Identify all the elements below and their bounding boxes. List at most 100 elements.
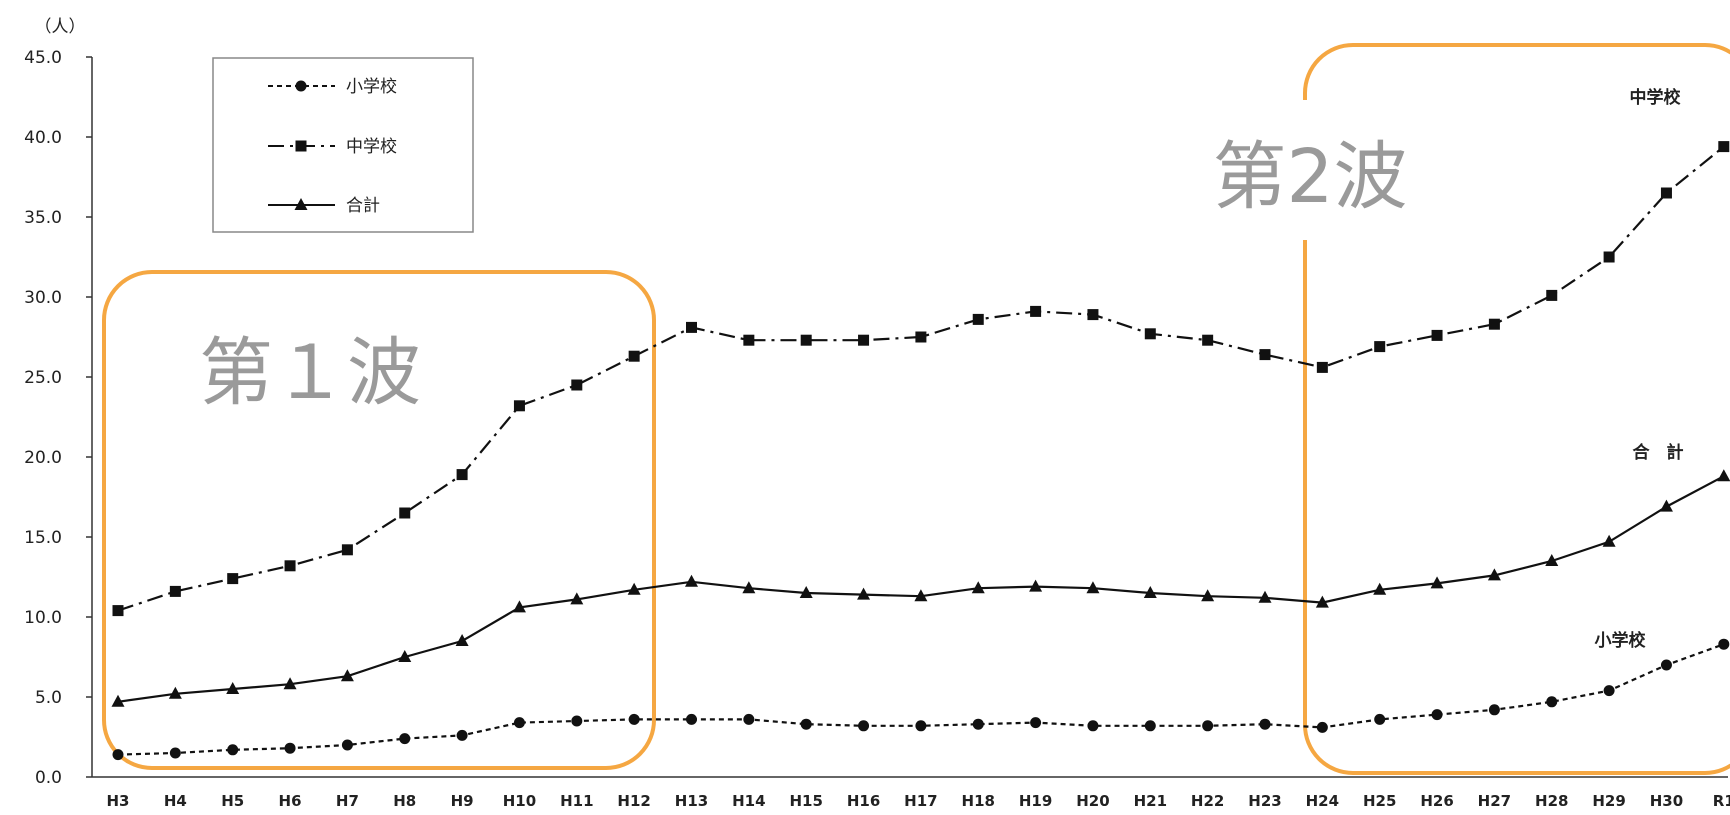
legend-box [212, 57, 474, 233]
point-junior_high [341, 544, 353, 556]
point-total [455, 634, 469, 646]
point-elementary [628, 713, 640, 725]
series-end-label: 合 計 [1633, 442, 1684, 463]
point-junior_high [284, 560, 296, 572]
x-tick-label: H19 [1019, 792, 1052, 810]
y-tick-label: 30.0 [24, 288, 62, 308]
point-junior_high [1144, 328, 1156, 340]
point-junior_high [1431, 329, 1443, 341]
legend-marker [294, 198, 308, 210]
y-tick-label: 20.0 [24, 448, 62, 468]
x-tick-label: H23 [1248, 792, 1281, 810]
point-total [226, 682, 240, 694]
point-junior_high [399, 507, 411, 519]
x-tick-label: H4 [164, 792, 187, 810]
point-elementary [1144, 720, 1156, 732]
x-tick-label: H11 [560, 792, 593, 810]
point-total [1602, 534, 1616, 547]
point-elementary [284, 742, 296, 754]
y-tick-label: 5.0 [35, 688, 62, 708]
y-tick-label: 45.0 [24, 48, 62, 68]
x-tick-label: H3 [107, 792, 130, 810]
point-elementary [1718, 638, 1730, 650]
series-line-junior_high [117, 145, 1725, 612]
x-tick-label: H14 [732, 792, 765, 810]
x-tick-label: H5 [221, 792, 244, 810]
point-total [1315, 595, 1329, 608]
point-junior_high [1660, 187, 1672, 199]
y-tick-label: 35.0 [24, 208, 62, 228]
point-junior_high [743, 334, 755, 346]
x-tick-label: H12 [617, 792, 650, 810]
point-total [857, 587, 871, 600]
x-tick-label: H17 [904, 792, 937, 810]
x-tick-label: H16 [847, 792, 880, 810]
point-elementary [1431, 709, 1443, 721]
series-end-label: 小学校 [1595, 630, 1647, 651]
point-junior_high [571, 379, 583, 391]
point-total [1143, 586, 1157, 598]
point-total [1717, 469, 1730, 482]
wave-highlights: 第１波 第2波 [102, 43, 1730, 775]
legend-marker [295, 140, 307, 152]
point-elementary [1374, 713, 1386, 725]
series-line-elementary [117, 643, 1725, 756]
point-junior_high [972, 313, 984, 325]
x-tick-label: H25 [1363, 792, 1396, 810]
point-total [168, 686, 182, 699]
x-tick-label: H18 [962, 792, 995, 810]
x-tick-label: H6 [279, 792, 302, 810]
point-elementary [341, 739, 353, 751]
point-total [1086, 581, 1100, 594]
point-total [570, 592, 584, 605]
point-elementary [915, 720, 927, 732]
point-junior_high [628, 350, 640, 362]
legend-marker [295, 80, 307, 92]
y-tick-label: 40.0 [24, 128, 62, 148]
point-total [1373, 582, 1387, 595]
point-elementary [1488, 704, 1500, 716]
point-junior_high [858, 334, 870, 346]
y-tick-label: 10.0 [24, 608, 62, 628]
x-tick-label: H28 [1535, 792, 1568, 810]
wave-box-gap [1299, 100, 1311, 240]
point-elementary [1603, 685, 1615, 697]
x-tick-label: H7 [336, 792, 359, 810]
point-total [283, 677, 297, 690]
point-total [1258, 590, 1272, 603]
point-total [111, 694, 125, 707]
point-junior_high [1488, 318, 1500, 330]
point-junior_high [1374, 341, 1386, 353]
point-total [971, 581, 985, 594]
point-junior_high [800, 334, 812, 346]
axes: 0.0 5.0 10.0 15.0 20.0 25.0 30.0 35.0 40.0 45.0 （人… [24, 17, 1730, 810]
point-elementary [858, 720, 870, 732]
series-end-label: 中学校 [1630, 87, 1682, 108]
point-junior_high [915, 331, 927, 343]
point-elementary [227, 744, 239, 756]
legend-entry: 小学校 [346, 77, 397, 97]
point-total [742, 581, 756, 594]
wave-label: 第2波 [1212, 134, 1407, 220]
point-total [512, 600, 526, 613]
point-elementary [456, 729, 468, 741]
point-elementary [112, 749, 124, 761]
point-total [1545, 554, 1559, 566]
x-tick-label: H27 [1478, 792, 1511, 810]
point-total [1029, 579, 1043, 592]
x-tick-label: H13 [675, 792, 708, 810]
y-tick-label: 0.0 [35, 768, 62, 788]
point-elementary [800, 718, 812, 730]
point-elementary [1259, 718, 1271, 730]
series-line-total [117, 475, 1725, 703]
point-total [799, 586, 813, 598]
point-junior_high [1718, 141, 1730, 153]
x-tick-label: H22 [1191, 792, 1224, 810]
point-junior_high [227, 573, 239, 585]
x-tick-label: H24 [1306, 792, 1339, 810]
point-elementary [743, 713, 755, 725]
point-junior_high [1546, 289, 1558, 301]
point-total [685, 574, 698, 587]
point-elementary [972, 718, 984, 730]
